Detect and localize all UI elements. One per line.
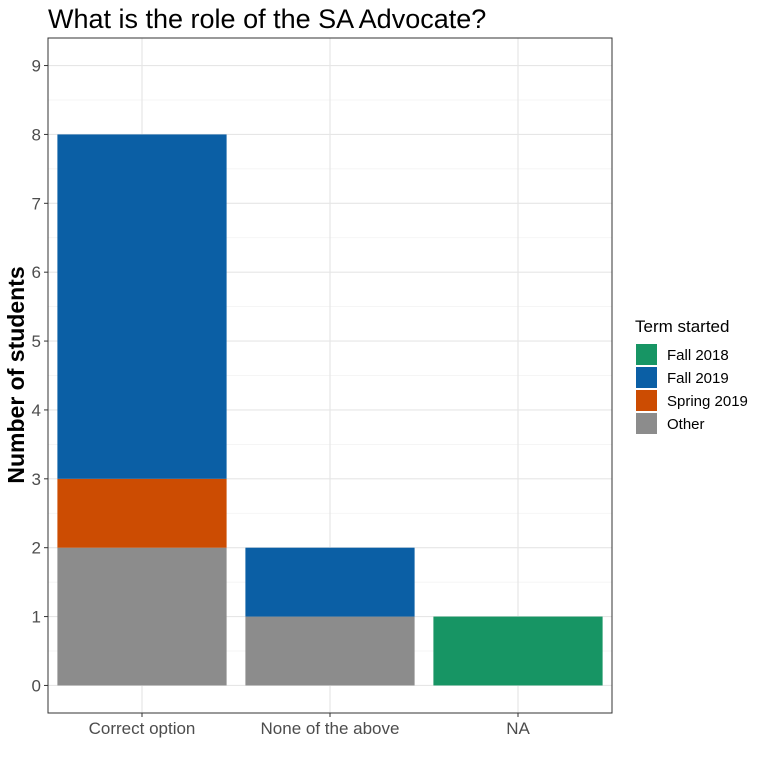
- legend-label: Fall 2018: [667, 347, 729, 364]
- legend-label: Spring 2019: [667, 393, 748, 410]
- legend-label: Fall 2019: [667, 370, 729, 387]
- bar-fall-2019-1: [245, 547, 415, 617]
- bar-other-1: [245, 616, 415, 686]
- x-tick-label: NA: [506, 719, 530, 738]
- y-tick-label: 2: [32, 539, 41, 558]
- bar-fall-2018-2: [433, 616, 603, 686]
- legend-swatch: [636, 344, 657, 365]
- y-tick-label: 9: [32, 57, 41, 76]
- x-tick-label: None of the above: [261, 719, 400, 738]
- bar-fall-2019-0: [57, 134, 227, 479]
- legend-swatch: [636, 367, 657, 388]
- y-tick-label: 1: [32, 608, 41, 627]
- y-tick-label: 7: [32, 194, 41, 213]
- y-axis-title: Number of students: [3, 266, 29, 483]
- chart-title: What is the role of the SA Advocate?: [48, 4, 486, 34]
- y-tick-label: 4: [32, 401, 41, 420]
- bars: [57, 134, 603, 686]
- y-tick-label: 6: [32, 263, 41, 282]
- y-tick-label: 8: [32, 125, 41, 144]
- x-tick-label: Correct option: [89, 719, 196, 738]
- legend-swatch: [636, 413, 657, 434]
- bar-other-0: [57, 547, 227, 686]
- x-axis: Correct option None of the above NA: [89, 713, 530, 738]
- y-axis: 0 1 2 3 4 5 6 7 8 9: [32, 57, 48, 695]
- bar-spring-2019-0: [57, 478, 227, 548]
- legend-label: Other: [667, 416, 705, 433]
- y-tick-label: 5: [32, 332, 41, 351]
- legend-swatch: [636, 390, 657, 411]
- y-tick-label: 3: [32, 470, 41, 489]
- legend-title: Term started: [635, 317, 729, 336]
- y-tick-label: 0: [32, 676, 41, 695]
- legend: Term started Fall 2018 Fall 2019 Spring 20…: [635, 317, 748, 434]
